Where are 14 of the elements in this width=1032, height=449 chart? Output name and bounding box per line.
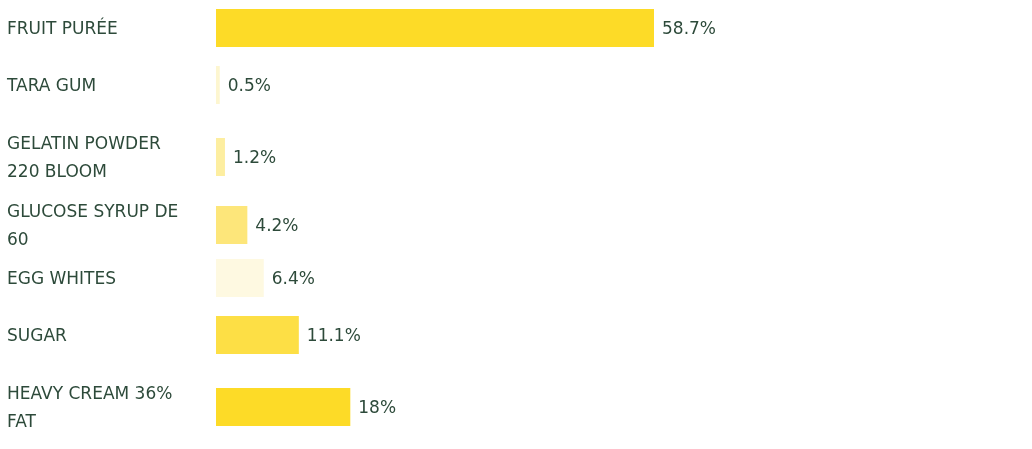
y-tick-label: FRUIT PURÉE [7, 17, 118, 38]
y-tick-label: EGG WHITES [7, 268, 117, 288]
data-label: 18% [358, 397, 397, 417]
y-tick-label: GLUCOSE SYRUP DE 60 [7, 201, 179, 249]
y-tick-label: TARA GUM [6, 75, 97, 95]
data-label: 0.5% [227, 75, 271, 95]
y-tick-label: GELATIN POWDER 220 BLOOM [7, 133, 161, 181]
data-label: 6.4% [271, 268, 315, 288]
y-tick-label: HEAVY CREAM 36% FAT [7, 383, 173, 431]
y-tick-label: SUGAR [7, 325, 68, 345]
data-label: 11.1% [306, 325, 361, 345]
data-label: 58.7% [662, 18, 717, 38]
data-label: 1.2% [232, 147, 277, 167]
data-label: 4.2% [255, 215, 299, 235]
